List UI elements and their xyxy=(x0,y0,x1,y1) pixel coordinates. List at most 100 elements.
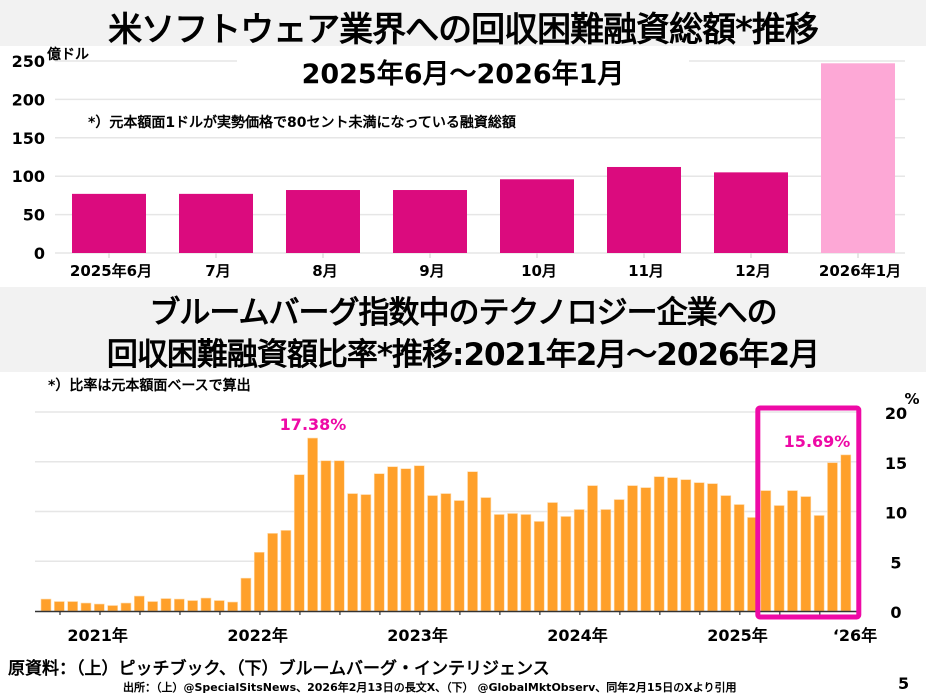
bottom-bar xyxy=(467,471,478,612)
top-chart-note: *）元本額面1ドルが実勢価格で80セント未満になっている融資総額 xyxy=(88,115,516,131)
bottom-bar xyxy=(413,465,425,612)
bottom-bar xyxy=(480,497,492,612)
bottom-bar xyxy=(200,597,212,612)
bottom-bar xyxy=(627,485,638,612)
bottom-bar xyxy=(427,495,438,612)
bottom-bar xyxy=(360,494,372,612)
bottom-x-year-label: 2022年 xyxy=(227,626,288,645)
citation-text: 出所：（上）@SpecialSitsNews、2026年2月13日の長文X、（下… xyxy=(123,681,737,694)
bottom-bar xyxy=(147,601,158,612)
top-y-tick-label: 0 xyxy=(34,244,45,263)
source-text: 原資料：（上）ピッチブック、（下）ブルームバーグ・インテリジェンス xyxy=(8,659,550,679)
bottom-bar xyxy=(787,490,798,612)
top-subtitle-box: 2025年6月～2026年1月 xyxy=(237,48,689,94)
top-x-tick-label: 10月 xyxy=(521,262,557,280)
bottom-bar xyxy=(40,598,52,612)
bottom-bar xyxy=(67,601,78,612)
bottom-bar xyxy=(773,505,785,612)
bottom-bar xyxy=(120,602,132,612)
bottom-y-tick-label: 0 xyxy=(890,603,901,622)
top-y-tick-label: 150 xyxy=(12,129,45,148)
bottom-bar xyxy=(333,460,345,612)
top-bar xyxy=(500,179,574,253)
bottom-y-tick-label: 5 xyxy=(890,553,901,572)
top-title-band: 米ソフトウェア業界への回収困難融資総額*推移 xyxy=(0,0,926,50)
top-y-tick-label: 200 xyxy=(12,90,45,109)
top-y-tick-label: 100 xyxy=(12,167,45,186)
bottom-bar xyxy=(227,601,238,612)
bottom-bar xyxy=(827,462,838,612)
top-chart-title: 米ソフトウェア業界への回収困難融資総額*推移 xyxy=(108,10,819,50)
bottom-bar xyxy=(613,499,625,612)
top-bar xyxy=(393,190,467,253)
bottom-bar xyxy=(813,515,825,612)
bottom-bar xyxy=(840,454,852,612)
bottom-bar xyxy=(174,598,185,612)
bottom-bar xyxy=(640,487,652,612)
top-bar xyxy=(179,193,253,253)
bottom-bar xyxy=(400,468,412,612)
bottom-bar xyxy=(347,493,358,612)
bottom-bar xyxy=(307,437,318,612)
bottom-bar xyxy=(547,502,558,612)
bottom-bar xyxy=(560,516,572,612)
bottom-data-label: 15.69% xyxy=(784,432,851,451)
bottom-bar xyxy=(107,605,118,612)
page-number: 5 xyxy=(898,674,910,693)
bottom-bar xyxy=(587,485,598,612)
bottom-chart: 0 5 10 15 20% 2021年 2022年 2023年 2024年 2025年 ‘26年 17… xyxy=(35,390,920,645)
bottom-bar xyxy=(54,601,65,612)
bottom-bar xyxy=(94,603,105,612)
top-bar xyxy=(821,63,895,253)
top-x-tick-label: 2025年6月 xyxy=(70,262,152,280)
bottom-x-year-label: ‘26年 xyxy=(833,626,877,645)
bottom-bar xyxy=(213,600,225,612)
bottom-bar xyxy=(80,602,92,612)
bottom-data-label: 17.38% xyxy=(280,415,347,434)
bottom-bar xyxy=(160,598,172,612)
top-unit-label: 億ドル xyxy=(47,47,89,63)
bottom-y-tick-label: 10 xyxy=(885,504,907,523)
top-chart-subtitle: 2025年6月～2026年1月 xyxy=(301,59,625,90)
bottom-bar xyxy=(440,493,452,612)
top-x-tick-label: 11月 xyxy=(628,262,664,280)
bottom-bar xyxy=(667,477,678,612)
top-x-tick-label: 2026年1月 xyxy=(819,262,901,280)
top-x-tick-label: 12月 xyxy=(735,262,771,280)
top-chart: 0 50 100 150 200 250 2025年6月 7月 8月 9月 10月 11月 12月 202… xyxy=(12,52,905,280)
bottom-bar xyxy=(520,514,532,612)
bottom-bar xyxy=(707,483,718,612)
top-x-tick-label: 7月 xyxy=(205,262,230,280)
bottom-bar xyxy=(600,509,612,612)
bottom-bar xyxy=(720,495,732,612)
top-bar xyxy=(607,166,681,253)
bottom-chart-title-line2: 回収困難融資額比率*推移:2021年2月～2026年2月 xyxy=(106,337,820,373)
bottom-bar xyxy=(493,514,505,612)
top-x-tick-label: 8月 xyxy=(312,262,337,280)
bottom-bar xyxy=(320,460,332,612)
bottom-chart-note: *）比率は元本額面ベースで算出 xyxy=(48,378,251,394)
bottom-x-year-label: 2024年 xyxy=(547,626,608,645)
bottom-x-year-label: 2021年 xyxy=(67,626,128,645)
bottom-bar xyxy=(253,551,265,612)
bottom-bar xyxy=(280,530,292,612)
bottom-bar xyxy=(693,482,705,612)
bottom-chart-title-line1: ブルームバーグ指数中のテクノロジー企業への xyxy=(149,295,777,331)
bottom-bar xyxy=(680,479,692,612)
bottom-bar xyxy=(653,476,665,612)
bottom-bar xyxy=(733,504,745,612)
bottom-bar xyxy=(373,473,385,612)
bottom-bar xyxy=(533,521,545,612)
bottom-y-tick-label: 15 xyxy=(885,454,907,473)
top-y-tick-label: 250 xyxy=(12,52,45,71)
bottom-y-tick-label: 20 xyxy=(885,404,907,423)
top-bar xyxy=(72,193,146,253)
bottom-bar xyxy=(573,509,585,612)
top-y-tick-label: 50 xyxy=(23,206,45,225)
bottom-title-band: ブルームバーグ指数中のテクノロジー企業への 回収困難融資額比率*推移:2021年… xyxy=(0,287,926,373)
bottom-bar xyxy=(293,474,305,612)
bottom-bar xyxy=(453,500,465,612)
top-x-tick-label: 9月 xyxy=(419,262,444,280)
bottom-bar xyxy=(387,466,398,612)
bottom-x-year-label: 2023年 xyxy=(387,626,448,645)
